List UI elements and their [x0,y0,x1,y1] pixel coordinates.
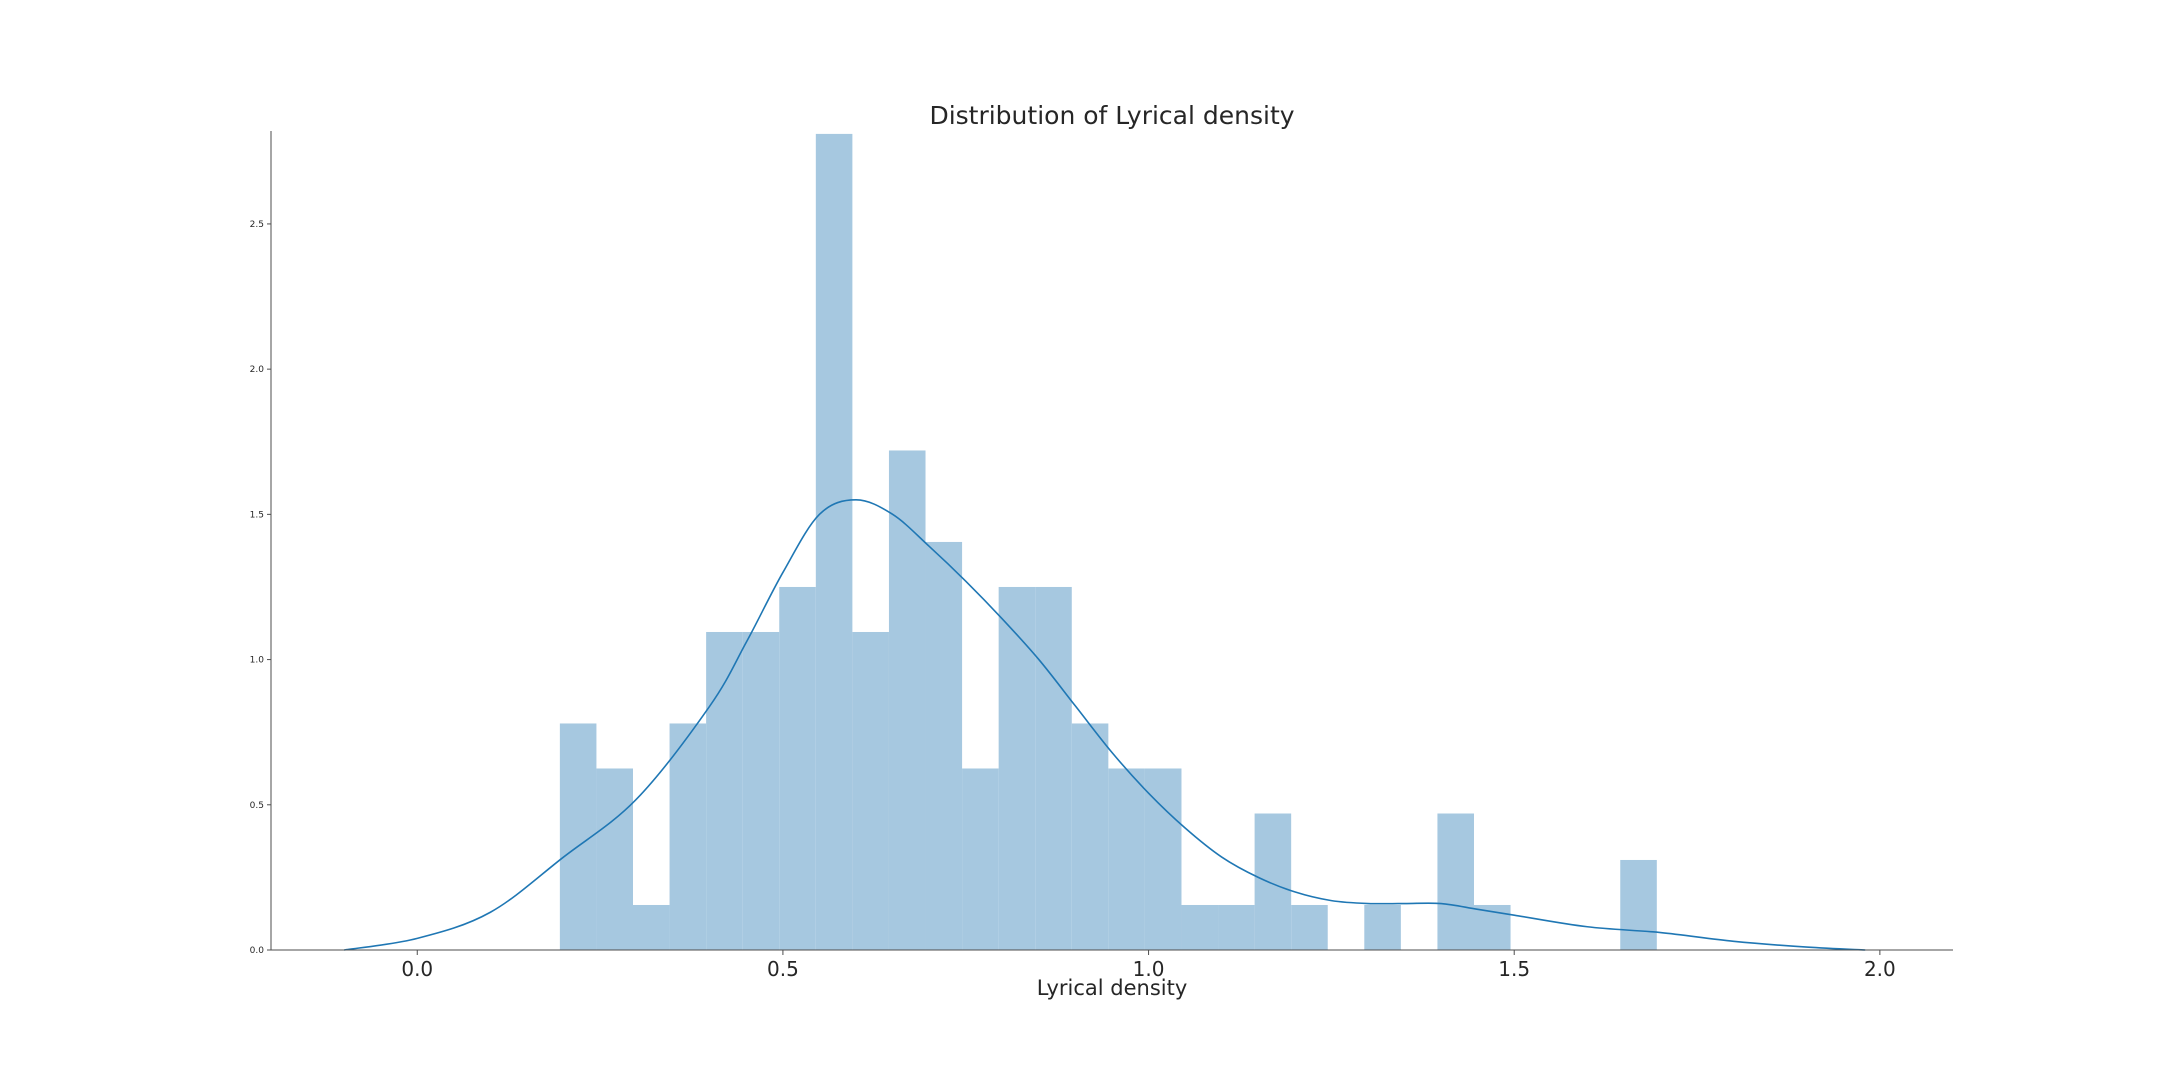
histogram-bar [742,631,780,950]
histogram-bar [852,631,889,950]
chart-title: Distribution of Lyrical density [929,101,1294,130]
histogram-bars [559,133,1657,951]
y-tick-label: 1.0 [250,656,265,666]
histogram-bar [962,768,999,950]
x-tick-label: 1.0 [1133,957,1165,981]
y-tick-label: 0.0 [250,946,265,956]
histogram-bar [1181,904,1219,950]
histogram-bar [925,541,963,950]
histogram-bar [888,450,926,950]
histogram-bar [669,723,707,950]
y-tick-label: 0.5 [250,801,264,811]
y-axis-ticks: 0.0 0.5 1.0 1.5 2.0 2.5 [250,220,271,956]
x-tick-label: 0.5 [767,957,799,981]
x-tick-label: 2.0 [1864,957,1896,981]
histogram-bar [1144,768,1182,950]
histogram-bar [998,586,1036,950]
histogram-bar [1291,904,1328,950]
histogram-bar [632,904,670,950]
histogram-bar [1620,859,1657,950]
histogram-bar [1473,904,1511,950]
histogram-bar [1071,723,1109,950]
histogram-bar [596,768,633,950]
x-axis-ticks: 0.0 0.5 1.0 1.5 2.0 [401,950,1896,981]
histogram-bar [1437,813,1474,950]
y-tick-label: 2.5 [250,220,264,230]
x-axis-label: Lyrical density [1037,976,1188,1000]
histogram-bar [1254,813,1292,950]
y-tick-label: 1.5 [250,510,264,520]
histogram-bar [1035,586,1072,950]
histogram-bar [1108,768,1145,950]
histogram-bar [1218,904,1255,950]
y-tick-label: 2.0 [250,365,265,375]
histogram-bar [1364,904,1401,950]
kde-line [344,499,1866,951]
histogram-bar [706,631,743,950]
x-tick-label: 0.0 [401,957,433,981]
histogram-bar [815,133,853,951]
histogram-bar [779,586,816,950]
x-tick-label: 1.5 [1498,957,1530,981]
